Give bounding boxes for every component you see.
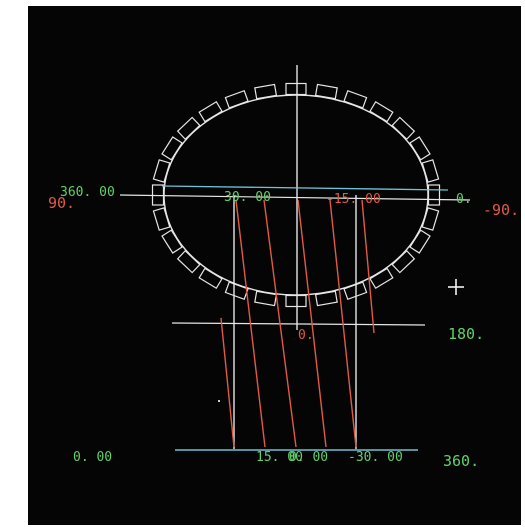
red-slope-lines <box>220 199 375 448</box>
label-right-angle: -90. <box>483 201 520 219</box>
crosshair-plus-icon <box>448 279 464 295</box>
stray-dot <box>218 400 220 402</box>
label-right-zero: 0. <box>456 192 472 207</box>
label-bottom-right: 360. <box>443 452 480 470</box>
red-line-3 <box>263 199 297 448</box>
red-line-5 <box>329 199 357 448</box>
ring-tab <box>427 184 441 206</box>
label-left-top-value: 360. 00 <box>60 185 115 200</box>
label-left-angle: 90. <box>48 194 76 212</box>
red-line-6 <box>361 199 375 334</box>
ring-tabs <box>151 82 441 308</box>
horizontal-line-180 <box>171 322 426 326</box>
label-bottom-mid-a: 15. 00 <box>256 450 303 465</box>
label-bottom-mid-b: 0. 00 <box>289 450 329 465</box>
red-line-4 <box>297 199 327 448</box>
ring-tab <box>285 294 307 308</box>
cyan-reference-line-top <box>161 185 449 191</box>
label-right-180: 180. <box>448 325 485 343</box>
display-screen <box>28 6 521 525</box>
label-top-mid-right: -15. 00 <box>326 192 381 207</box>
label-bottom-left: 0. 00 <box>73 450 113 465</box>
ring-tab <box>285 82 307 96</box>
main-ellipse <box>163 94 429 296</box>
red-line-1 <box>220 317 235 448</box>
horizontal-axis-line <box>119 194 471 201</box>
red-line-2 <box>235 199 266 448</box>
label-bottom-mid-c: -30. 00 <box>348 450 403 465</box>
label-center-zero: 0. <box>298 328 314 343</box>
label-top-mid-left: 30. 00 <box>224 190 271 205</box>
